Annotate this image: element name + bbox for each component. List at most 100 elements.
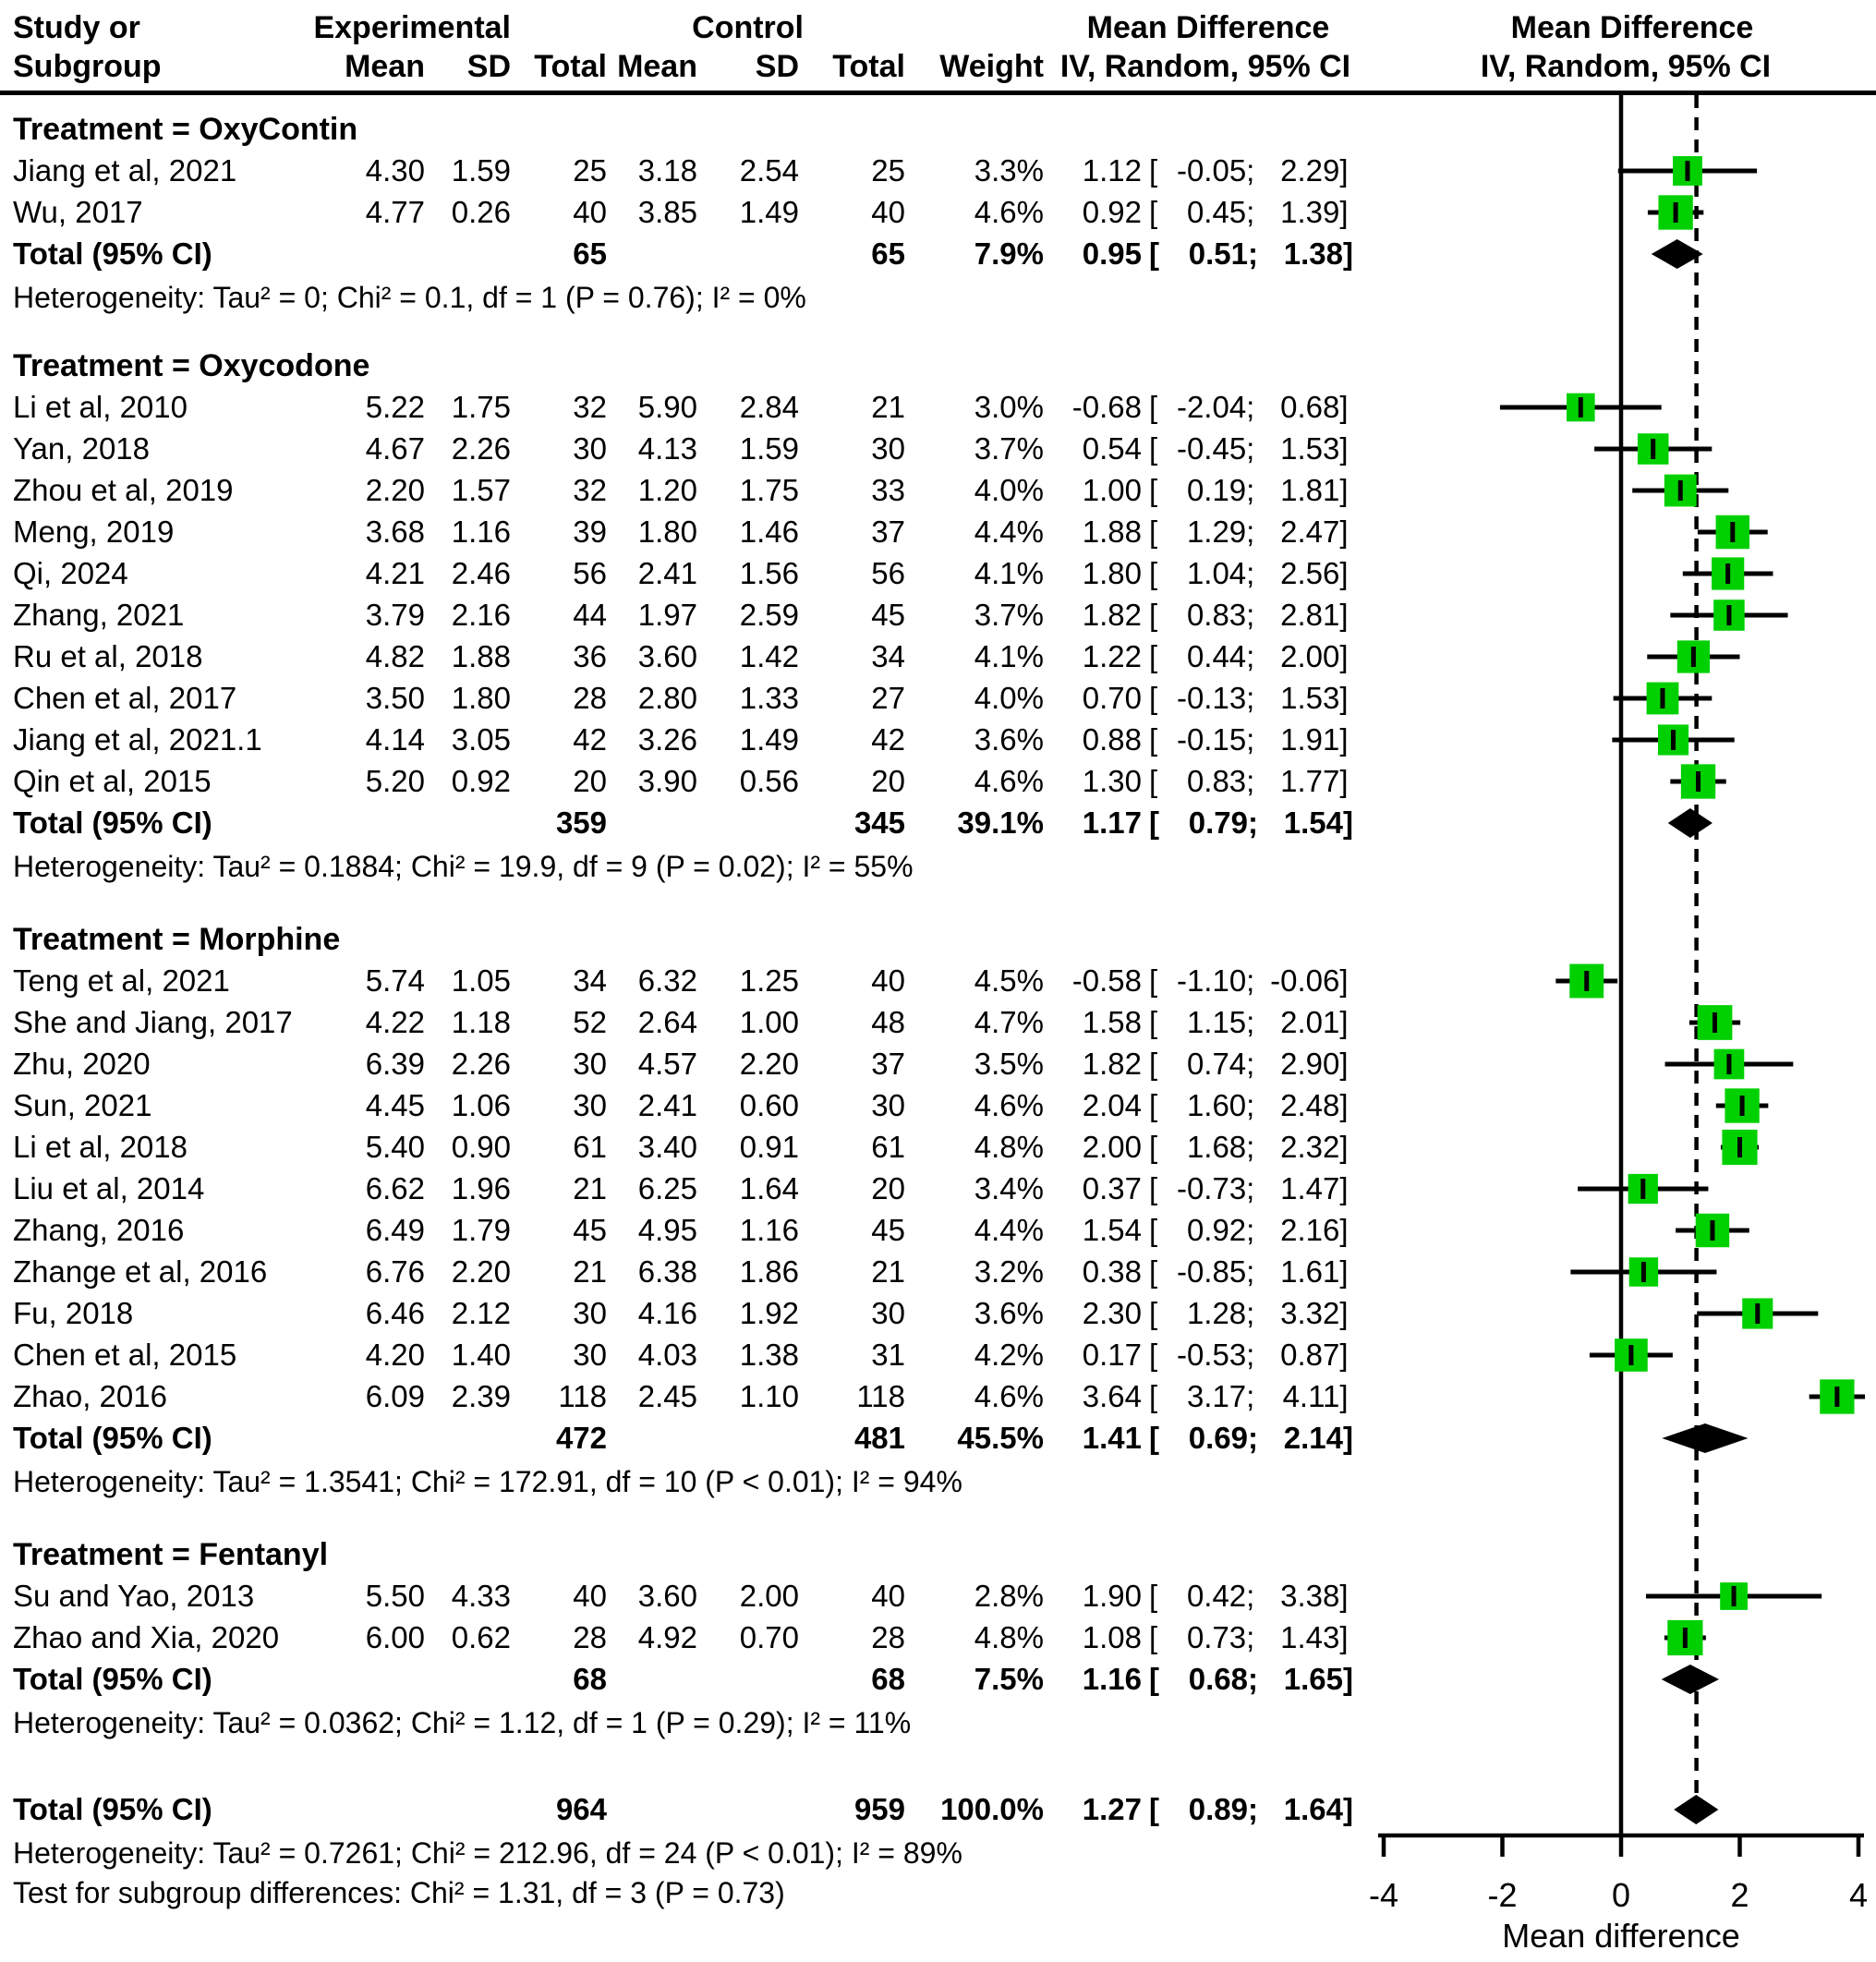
study-n_c: 61	[871, 1130, 905, 1164]
study-n_c: 45	[871, 598, 905, 632]
study-mean_c: 2.80	[637, 681, 697, 715]
x-axis-tick-label: -4	[1368, 1876, 1398, 1914]
study-mean_c: 2.45	[637, 1379, 697, 1413]
study-sd_e: 2.39	[451, 1379, 511, 1413]
study-ci-estimate: 1.12	[1082, 153, 1142, 188]
study-ci-upper: 0.87	[1280, 1338, 1340, 1372]
study-mean_c: 5.90	[637, 390, 697, 424]
study-mean_e: 3.68	[365, 515, 425, 549]
study-ci-lower: 0.92	[1186, 1213, 1247, 1247]
study-label: She and Jiang, 2017	[13, 1005, 293, 1039]
study-ci-estimate: 1.82	[1082, 598, 1142, 632]
ci-open-bracket: [	[1149, 1005, 1158, 1039]
ci-open-bracket: [	[1149, 431, 1158, 466]
study-weight: 3.7%	[974, 431, 1044, 466]
study-weight: 4.8%	[974, 1620, 1044, 1654]
study-row: Li et al, 2018 5.40 0.90 61 3.40 0.91 61 4.8% 2.…	[0, 1126, 1358, 1169]
subgroup-total-ci-estimate: 1.41	[1082, 1421, 1142, 1455]
study-sd_e: 1.59	[451, 153, 511, 188]
subgroup-total-ci-estimate: 1.16	[1082, 1662, 1142, 1696]
ci-close-bracket: ]	[1339, 963, 1349, 998]
study-weight: 4.8%	[974, 1130, 1044, 1164]
subgroup-total-row: Total (95% CI) 472 481 45.5% 1.41[0.69; 2.14]	[0, 1417, 1358, 1459]
study-n_e: 25	[573, 153, 607, 188]
study-n_e: 56	[573, 556, 607, 590]
subgroup-title: Treatment = Fentanyl	[13, 1537, 329, 1572]
ci-close-bracket: ]	[1339, 598, 1349, 632]
study-ci-upper: 1.91	[1280, 722, 1340, 757]
heterogeneity-text: Heterogeneity: Tau² = 0; Chi² = 0.1, df …	[13, 281, 806, 314]
study-ci: 1.80[1.04; 2.56]	[1049, 552, 1358, 595]
study-ci-upper: 0.68	[1280, 390, 1340, 424]
study-label: Wu, 2017	[13, 195, 143, 229]
x-axis-tick-label: 4	[1848, 1876, 1869, 1914]
header-sd-ctl: SD	[755, 49, 799, 84]
study-n_e: 28	[573, 681, 607, 715]
ci-open-bracket: [	[1149, 515, 1158, 549]
study-sd_c: 1.59	[739, 431, 799, 466]
study-ci-estimate: -0.58	[1071, 963, 1142, 998]
overall-summary-diamond	[1674, 1795, 1719, 1824]
study-ci-upper: 2.01	[1280, 1005, 1340, 1039]
study-n_c: 31	[871, 1338, 905, 1372]
study-ci-estimate: 0.38	[1082, 1254, 1142, 1289]
subgroup-total-n_c: 345	[853, 805, 905, 840]
study-mean_c: 4.03	[637, 1338, 697, 1372]
study-sd_e: 0.90	[451, 1130, 511, 1164]
study-n_c: 37	[871, 1047, 905, 1081]
study-weight: 3.5%	[974, 1047, 1044, 1081]
study-mean_c: 2.41	[637, 556, 697, 590]
header-total-ctl: Total	[832, 49, 905, 84]
study-n_c: 20	[871, 1171, 905, 1205]
study-ci-upper: 2.56	[1280, 556, 1340, 590]
study-sd_c: 0.70	[739, 1620, 799, 1654]
study-ci-estimate: 1.00	[1082, 473, 1142, 507]
ci-close-bracket: ]	[1339, 515, 1349, 549]
study-weight: 4.0%	[974, 473, 1044, 507]
study-ci: 1.08[0.73; 1.43]	[1049, 1617, 1358, 1659]
study-sd_e: 1.88	[451, 639, 511, 673]
ci-close-bracket: ]	[1339, 722, 1349, 757]
study-sd_e: 2.12	[451, 1296, 511, 1330]
header-md-text-line2: IV, Random, 95% CI	[1059, 49, 1351, 84]
subgroup-total-ci-estimate: 1.17	[1082, 805, 1142, 840]
study-n_e: 30	[573, 1088, 607, 1122]
study-label: Jiang et al, 2021.1	[13, 722, 262, 757]
study-row: Meng, 2019 3.68 1.16 39 1.80 1.46 37 4.4% 1.88[1…	[0, 511, 1358, 553]
ci-separator: ;	[1248, 1662, 1258, 1696]
study-row: Zhao and Xia, 2020 6.00 0.62 28 4.92 0.70 28 4.…	[0, 1617, 1358, 1659]
study-sd_e: 1.16	[451, 515, 511, 549]
study-mean_e: 6.00	[365, 1620, 425, 1654]
study-mean_e: 3.79	[365, 598, 425, 632]
study-n_c: 33	[871, 473, 905, 507]
study-ci-upper: 3.38	[1280, 1579, 1340, 1613]
study-ci-upper: 1.47	[1280, 1171, 1340, 1205]
study-n_c: 118	[856, 1379, 905, 1413]
study-mean_c: 3.26	[637, 722, 697, 757]
ci-close-bracket: ]	[1343, 236, 1353, 271]
subgroup-total-ci-lower: 0.68	[1188, 1662, 1248, 1696]
study-mean_c: 3.60	[637, 639, 697, 673]
study-sd_e: 1.06	[451, 1088, 511, 1122]
study-ci-estimate: 1.58	[1082, 1005, 1142, 1039]
study-mean_c: 4.95	[637, 1213, 697, 1247]
ci-open-bracket: [	[1149, 722, 1158, 757]
header-total-exp: Total	[534, 49, 607, 84]
subgroup-total-ci-upper: 1.38	[1283, 236, 1343, 271]
ci-separator: ;	[1246, 1379, 1255, 1413]
study-mean_e: 6.49	[365, 1213, 425, 1247]
ci-separator: ;	[1246, 1338, 1255, 1372]
subgroup-total-label: Total (95% CI)	[13, 1421, 212, 1455]
study-weight: 3.0%	[974, 390, 1044, 424]
study-ci-upper: 2.00	[1280, 639, 1340, 673]
study-weight: 4.5%	[974, 963, 1044, 998]
ci-open-bracket: [	[1149, 639, 1158, 673]
study-ci-upper: 2.47	[1280, 515, 1340, 549]
study-n_c: 30	[871, 431, 905, 466]
study-row: Fu, 2018 6.46 2.12 30 4.16 1.92 30 3.6% 2.30[1.2…	[0, 1292, 1358, 1335]
ci-separator: ;	[1248, 805, 1258, 840]
study-ci: 0.37[-0.73; 1.47]	[1049, 1168, 1358, 1210]
ci-separator: ;	[1246, 153, 1255, 188]
ci-close-bracket: ]	[1339, 681, 1349, 715]
ci-open-bracket: [	[1149, 1130, 1158, 1164]
